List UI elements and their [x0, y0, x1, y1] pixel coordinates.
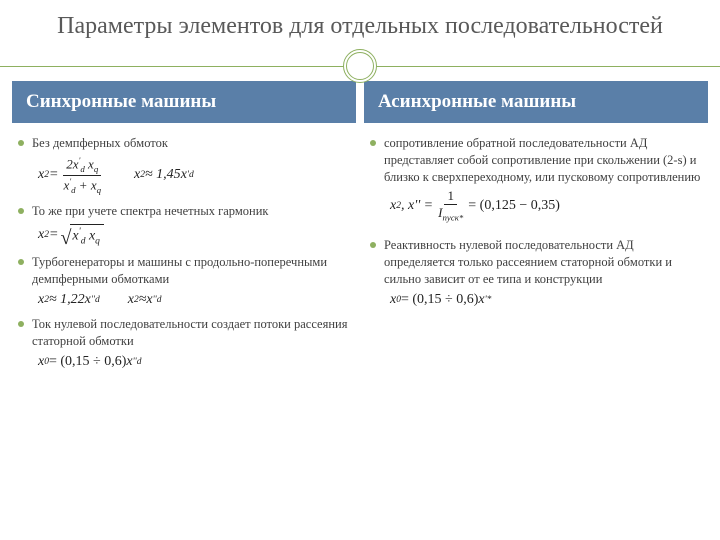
formula-2: x2 = √x'd xq	[38, 224, 356, 246]
bullet-icon	[370, 140, 376, 146]
right-column: Асинхронные машины сопротивление обратно…	[364, 81, 708, 378]
columns-container: Синхронные машины Без демпферных обмоток…	[0, 81, 720, 378]
formula-1: x2 = 2x'd xq x'd + xq x2 ≈ 1,45x'd	[38, 156, 356, 195]
list-item: Ток нулевой последовательности создает п…	[18, 316, 350, 350]
list-item: Турбогенераторы и машины с продольно-поп…	[18, 254, 350, 288]
item-text: Ток нулевой последовательности создает п…	[32, 316, 350, 350]
item-text: Без демпферных обмоток	[32, 135, 168, 152]
right-header: Асинхронные машины	[364, 81, 708, 123]
item-text: Реактивность нулевой последовательности …	[384, 237, 702, 288]
left-header: Синхронные машины	[12, 81, 356, 123]
bullet-icon	[370, 242, 376, 248]
formula-r2: x0 = (0,15 ÷ 0,6)x'*	[390, 292, 708, 308]
bullet-icon	[18, 321, 24, 327]
bullet-icon	[18, 140, 24, 146]
decorative-circle	[343, 49, 377, 83]
slide-title: Параметры элементов для отдельных послед…	[40, 12, 680, 41]
item-text: сопротивление обратной последовательност…	[384, 135, 702, 186]
slide-title-area: Параметры элементов для отдельных послед…	[0, 0, 720, 45]
list-item: сопротивление обратной последовательност…	[370, 135, 702, 186]
item-text: То же при учете спектра нечетных гармони…	[32, 203, 268, 220]
bullet-icon	[18, 208, 24, 214]
formula-r1: x2 , x'' = 1 Iпуск* = (0,125 − 0,35)	[390, 189, 708, 223]
formula-4: x0 = (0,15 ÷ 0,6)x''d	[38, 354, 356, 370]
bullet-icon	[18, 259, 24, 265]
list-item: То же при учете спектра нечетных гармони…	[18, 203, 350, 220]
item-text: Турбогенераторы и машины с продольно-поп…	[32, 254, 350, 288]
left-column: Синхронные машины Без демпферных обмоток…	[12, 81, 356, 378]
list-item: Реактивность нулевой последовательности …	[370, 237, 702, 288]
list-item: Без демпферных обмоток	[18, 135, 350, 152]
formula-3: x2 ≈ 1,22 x''d x2 ≈ x''d	[38, 292, 356, 308]
